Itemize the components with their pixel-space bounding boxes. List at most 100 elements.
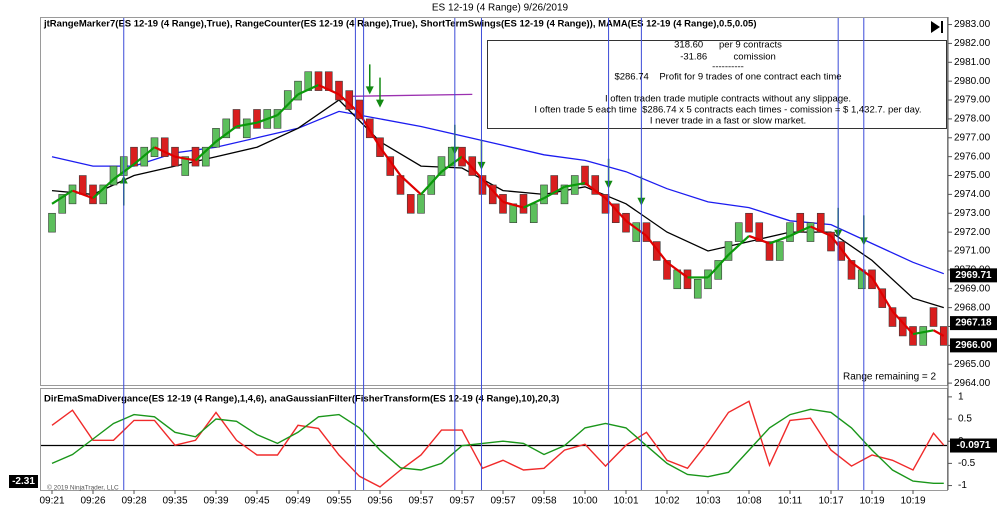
- candle-body: [222, 118, 231, 139]
- candle-body: [683, 269, 692, 290]
- price-marker-label: 2966.00: [955, 340, 992, 351]
- fast-line-segment: [379, 146, 402, 177]
- y-tick-label: 2977.00: [954, 132, 991, 143]
- candle-body: [242, 118, 251, 139]
- x-tick-label: 10:03: [695, 496, 720, 507]
- fast-line-segment: [236, 121, 258, 128]
- fast-line-segment: [399, 174, 422, 196]
- candle-body: [201, 146, 210, 167]
- candle-body: [591, 175, 600, 195]
- y-tick-label: -1: [958, 480, 967, 491]
- note-line: $286.74 Profit for 9 trades of one contr…: [614, 72, 841, 83]
- fast-line-segment: [92, 178, 115, 199]
- fast-line-segment: [625, 219, 648, 237]
- fast-line-segment: [481, 178, 504, 203]
- candle-body: [734, 222, 743, 242]
- candle-body: [232, 109, 241, 129]
- left-value-label: -2.31: [12, 476, 35, 487]
- copyright: © 2019 NinjaTrader, LLC: [47, 484, 119, 492]
- candle-body: [939, 326, 947, 346]
- x-tick-label: 09:35: [162, 496, 187, 507]
- fast-line-segment: [584, 182, 607, 200]
- x-tick-label: 10:19: [859, 496, 884, 507]
- note-line: I often trade 5 each time $286.74 x 5 co…: [534, 105, 921, 116]
- candle-body: [765, 241, 774, 261]
- y-tick-label: 1: [958, 392, 964, 403]
- fast-line-segment: [727, 235, 750, 256]
- candle-body: [888, 307, 897, 327]
- y-tick-label: 2982.00: [954, 38, 991, 49]
- fast-line-segment: [318, 83, 340, 96]
- note-line: I often traden trade mutiple contracts w…: [605, 94, 851, 105]
- signal-arrow: [365, 86, 374, 95]
- oscillator-line: [51, 408, 944, 484]
- price-marker: [950, 338, 997, 353]
- fast-line-segment: [297, 83, 319, 96]
- fast-line-segment: [420, 171, 443, 196]
- fast-line-segment: [707, 254, 730, 279]
- candle-body: [529, 203, 538, 224]
- fast-line-segment: [72, 189, 94, 200]
- fast-line-segment: [564, 181, 586, 188]
- upper-plot: [48, 64, 947, 346]
- candle-body: [160, 137, 169, 157]
- y-tick-label: 2983.00: [954, 19, 991, 30]
- candle-body: [581, 165, 589, 186]
- candle-body: [48, 212, 56, 233]
- scroll-end-button[interactable]: [931, 21, 943, 33]
- fast-line-segment: [133, 146, 156, 166]
- candle-body: [919, 326, 928, 346]
- fast-line-segment: [51, 189, 74, 205]
- note-line: 318.60 per 9 contracts: [674, 40, 782, 51]
- fast-line-segment: [256, 114, 278, 124]
- y-tick-label: -0.5: [958, 458, 976, 469]
- y-tick-label: 2971.00: [954, 246, 991, 257]
- candle-body: [406, 194, 415, 214]
- note-box: [487, 40, 947, 129]
- candle-body: [273, 109, 282, 129]
- candle-body: [519, 194, 528, 214]
- indicator-title: DirEmaSmaDivergance(ES 12-19 (4 Range),1…: [44, 394, 559, 405]
- x-tick-label: 10:19: [900, 496, 925, 507]
- candle-body: [806, 222, 815, 242]
- x-tick-label: 09:57: [449, 496, 474, 507]
- fast-line-segment: [789, 225, 811, 237]
- fast-line-segment: [174, 155, 196, 162]
- fast-line-segment: [502, 200, 524, 209]
- price-marker-label: -0.0971: [957, 440, 991, 451]
- indicator-line: [349, 93, 473, 97]
- x-tick-label: 10:11: [778, 496, 803, 507]
- y-tick-label: 2969.00: [954, 283, 991, 294]
- x-tick-label: 09:26: [80, 496, 105, 507]
- candle-body: [314, 71, 323, 91]
- left-value-box: [9, 475, 38, 488]
- candle-body: [755, 222, 764, 242]
- x-tick-label: 09:57: [490, 496, 515, 507]
- price-marker: [950, 316, 997, 331]
- y-tick-label: 0.5: [958, 414, 972, 425]
- x-tick-label: 09:21: [39, 496, 64, 507]
- candle-body: [191, 146, 200, 167]
- play-icon[interactable]: [931, 21, 940, 33]
- x-tick-label: 10:08: [736, 496, 761, 507]
- candle-body: [550, 175, 559, 195]
- y-tick-label: 2979.00: [954, 95, 991, 106]
- price-marker-label: 2967.18: [955, 318, 992, 329]
- fast-line-segment: [358, 112, 381, 148]
- indicator-title: jtRangeMarker7(ES 12-19 (4 Range),True),…: [43, 19, 757, 30]
- x-tick-label: 09:28: [121, 496, 146, 507]
- candle-body: [130, 146, 138, 167]
- x-tick-label: 09:49: [285, 496, 310, 507]
- y-tick-label: 2976.00: [954, 151, 991, 162]
- y-tick-label: 2965.00: [954, 359, 991, 370]
- candle-body: [499, 194, 507, 214]
- candle-body: [929, 307, 938, 327]
- y-tick-label: 2980.00: [954, 76, 991, 87]
- candle-body: [89, 184, 97, 205]
- fast-line-segment: [891, 310, 914, 335]
- candle-body: [745, 212, 753, 233]
- y-tick-label: 2972.00: [954, 227, 991, 238]
- x-tick-label: 10:01: [613, 496, 638, 507]
- fast-line-segment: [523, 197, 545, 209]
